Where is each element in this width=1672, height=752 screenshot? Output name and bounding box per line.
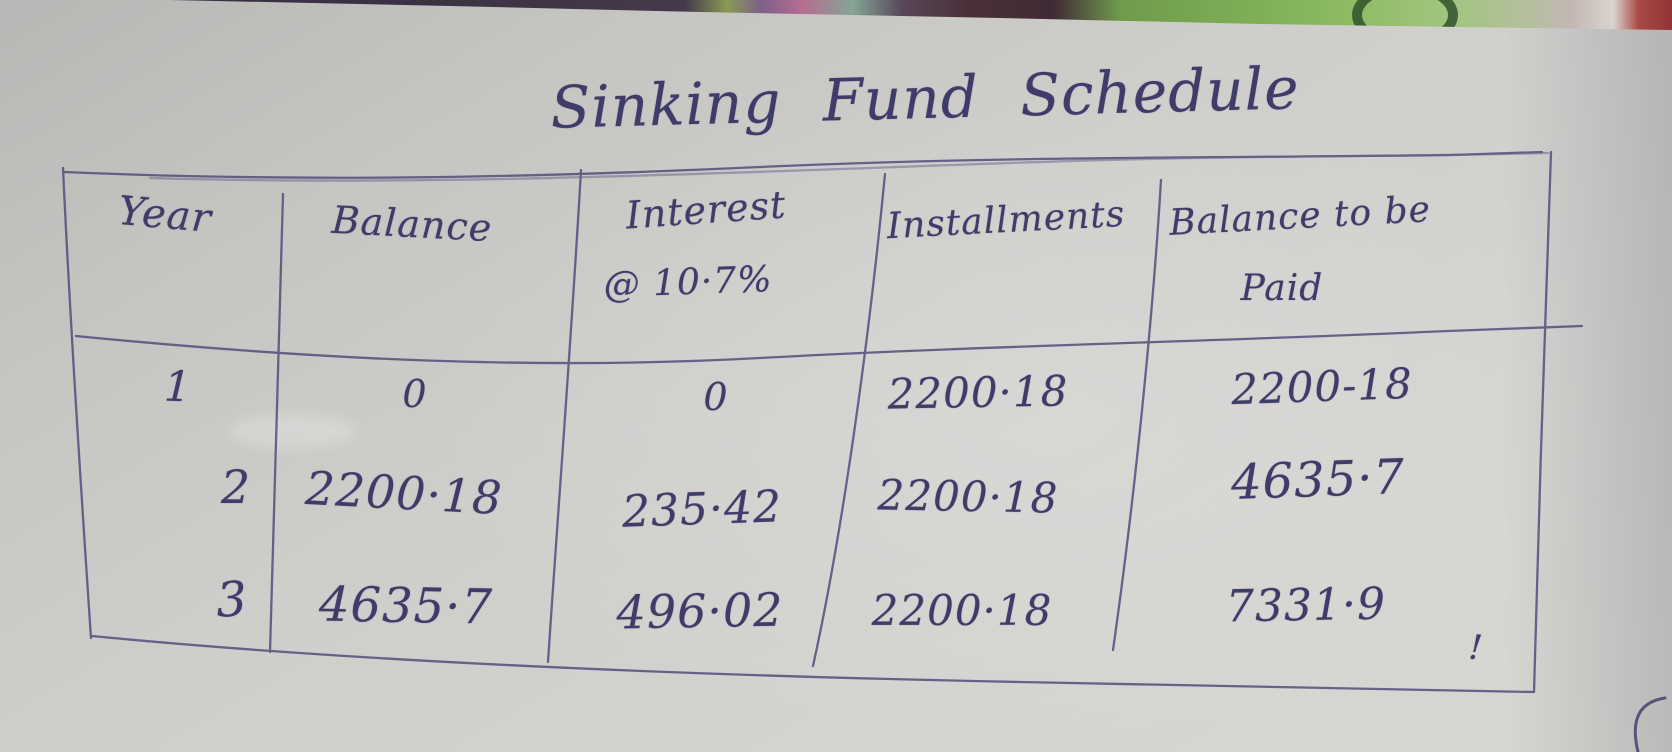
divider-year-balance [268,192,285,654]
cell-balance-2: 2200·18 [304,460,504,526]
cell-year-2: 2 [220,460,252,514]
divider-interest-installments [811,172,887,668]
cell-installments-2: 2200·18 [877,470,1059,523]
table-left-border [61,166,93,640]
divider-balance-interest [546,168,583,664]
table-right-border [1532,150,1553,694]
cell-balance-1: 0 [402,372,428,416]
header-separator-line [74,324,1584,365]
cell-balance-paid-1: 2200-18 [1230,358,1414,415]
cell-interest-1: 0 [703,375,729,419]
table-top-border-double [148,151,1550,182]
pen-hook-mark [1633,696,1667,752]
table-top-border [62,150,1544,179]
divider-installments-balancepaid [1111,178,1163,652]
col-header-interest-rate: @ 10·7% [602,259,774,306]
cell-installments-1: 2200·18 [887,366,1069,419]
table-bottom-border [90,634,1536,694]
cell-balance-3: 4635·7 [318,576,494,636]
cell-balance-paid-3: 7331·9 [1225,578,1387,633]
col-header-year: Year [116,188,214,242]
cell-year-3: 3 [214,571,250,629]
col-header-balance: Balance [330,197,494,251]
col-header-balance-paid: Paid [1240,268,1324,309]
cell-interest-2: 235·42 [621,481,783,538]
paper-smudge [228,414,358,448]
cell-interest-3: 496·02 [616,582,784,640]
stray-ink-mark: ! [1467,627,1485,669]
cell-balance-paid-2: 4635·7 [1230,448,1406,512]
cell-year-1: 1 [163,361,193,412]
cell-installments-3: 2200·18 [871,586,1053,635]
